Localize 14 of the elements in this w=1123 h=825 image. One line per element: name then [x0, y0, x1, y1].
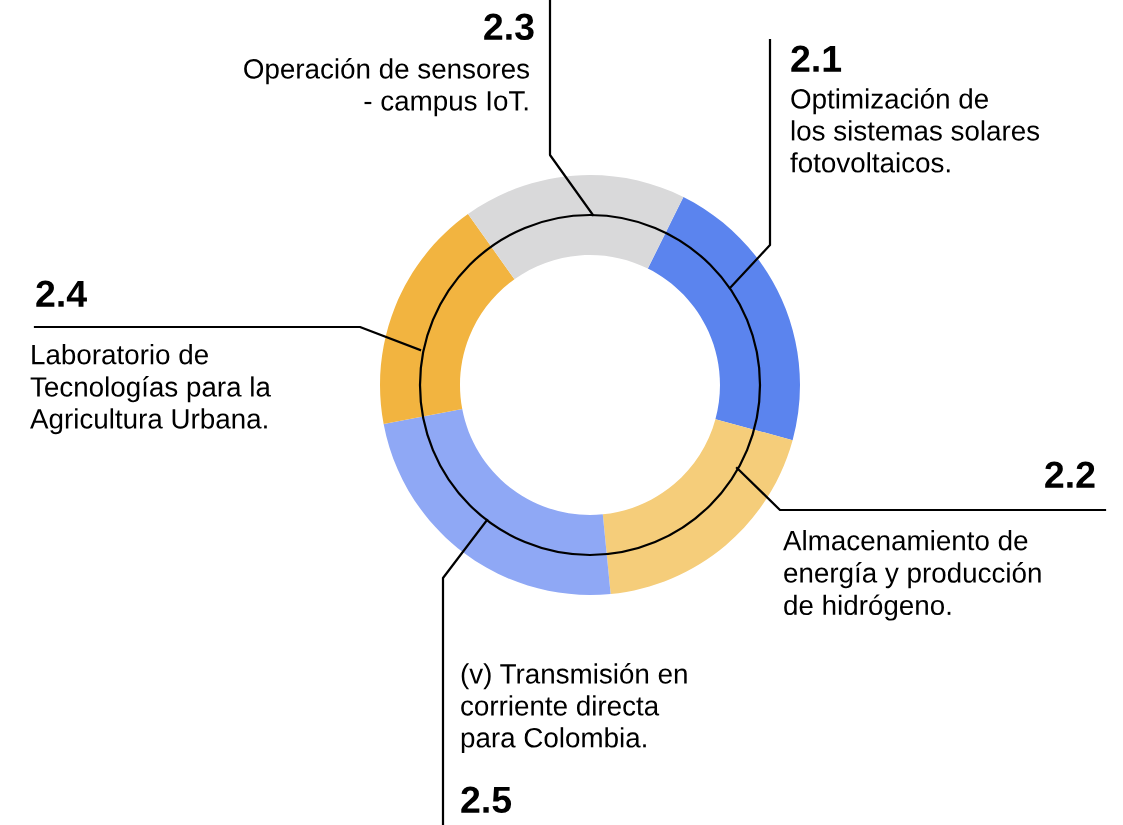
slice-label: 2.4	[36, 280, 87, 307]
text: Laboratorio de Tecnologías para la Agricultura Urbana.	[30, 344, 271, 435]
slice-label: 2.1	[791, 45, 842, 72]
donut-slice	[467, 175, 684, 280]
text: Almacenamiento de energía y producción de hidrógeno.	[783, 530, 1041, 621]
slice-label: 2.5	[461, 786, 512, 814]
slice-label: 2.3	[484, 13, 534, 41]
text: Optimización de los sistemas solares fotovoltaicos.	[790, 88, 1040, 173]
slice-label: 2.2	[1045, 461, 1095, 488]
donut-slice	[380, 214, 515, 424]
text: Operación de sensores - campus IoT.	[244, 58, 530, 117]
donut-slice	[647, 196, 800, 441]
donut-slice	[383, 409, 611, 595]
text: (v) Transmisión en corriente directa para Colombia.	[461, 662, 687, 754]
